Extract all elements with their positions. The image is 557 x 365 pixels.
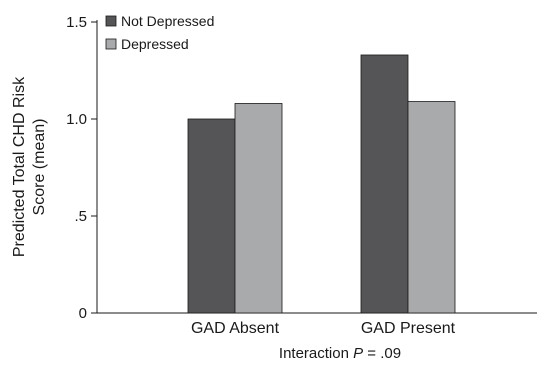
legend-label-depressed: Depressed (121, 36, 189, 52)
bars (187, 54, 456, 314)
legend-swatch-depressed (105, 38, 117, 50)
y-axis-label-line-2: Score (mean) (31, 119, 48, 216)
bar-not-depressed-gad-present (360, 54, 409, 314)
legend-swatch-not-depressed (105, 15, 117, 27)
x-axis-label-italic: P (353, 345, 363, 362)
legend-label-not-depressed: Not Depressed (121, 13, 214, 29)
y-axis-label-line-1: Predicted Total CHD Risk (11, 76, 28, 257)
y-tick-label: 1.0 (66, 111, 87, 128)
y-tick-label: 1.5 (66, 14, 87, 31)
x-category-label: GAD Absent (191, 320, 280, 337)
x-category-label: GAD Present (361, 320, 456, 337)
y-tick-label: .5 (74, 208, 87, 225)
x-axis-label: Interaction P = .09 (279, 345, 401, 362)
x-category-labels: GAD Absent GAD Present (191, 320, 456, 337)
y-ticks: 0 .5 1.0 1.5 (66, 14, 97, 322)
bar-depressed-gad-absent (234, 103, 283, 314)
bar-not-depressed-gad-absent (187, 118, 236, 314)
legend: Not Depressed Depressed (105, 13, 214, 52)
x-axis-label-suffix: = .09 (363, 345, 401, 362)
y-tick-label: 0 (79, 305, 87, 322)
bar-depressed-gad-present (407, 101, 456, 314)
x-axis-label-prefix: Interaction (279, 345, 353, 362)
